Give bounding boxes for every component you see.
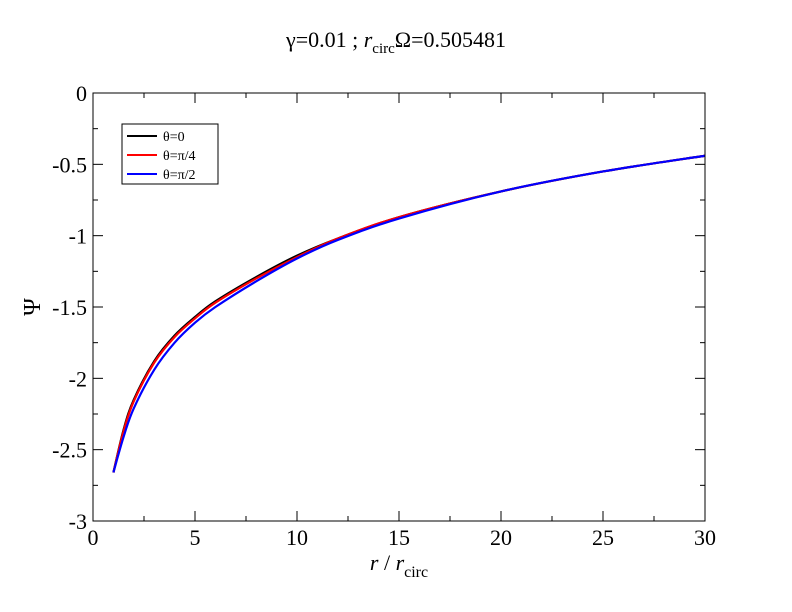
y-tick-label: -3 <box>69 509 87 534</box>
y-tick-label: -1.5 <box>52 295 87 320</box>
x-tick-label: 25 <box>592 525 614 550</box>
x-tick-label: 10 <box>286 525 308 550</box>
legend-label-theta-pi2: θ=π/2 <box>163 168 196 183</box>
chart-title: γ=0.01 ; rcircΩ=0.505481 <box>285 27 506 57</box>
y-tick-label: -2 <box>69 366 87 391</box>
x-tick-label: 5 <box>190 525 201 550</box>
ticks-layer: 0 5 10 15 20 25 30 0 -0.5 -1 -1.5 -2 -2.5 -3 <box>52 81 716 550</box>
legend-label-theta-0: θ=0 <box>163 130 185 145</box>
legend-label-theta-pi4: θ=π/4 <box>163 149 196 164</box>
x-tick-label: 20 <box>490 525 512 550</box>
series-layer <box>112 154 706 473</box>
y-tick-label: -1 <box>69 224 87 249</box>
series-line-2 <box>112 154 706 473</box>
x-axis-label: r / rcirc <box>370 550 428 581</box>
y-tick-label: -2.5 <box>52 438 87 463</box>
y-tick-label: -0.5 <box>52 152 87 177</box>
legend: θ=0 θ=π/4 θ=π/2 <box>121 123 219 185</box>
x-tick-label: 15 <box>388 525 410 550</box>
y-axis-label: Ψ <box>20 298 46 316</box>
x-tick-label: 30 <box>694 525 716 550</box>
x-tick-label: 0 <box>88 525 99 550</box>
y-tick-label: 0 <box>76 81 87 106</box>
